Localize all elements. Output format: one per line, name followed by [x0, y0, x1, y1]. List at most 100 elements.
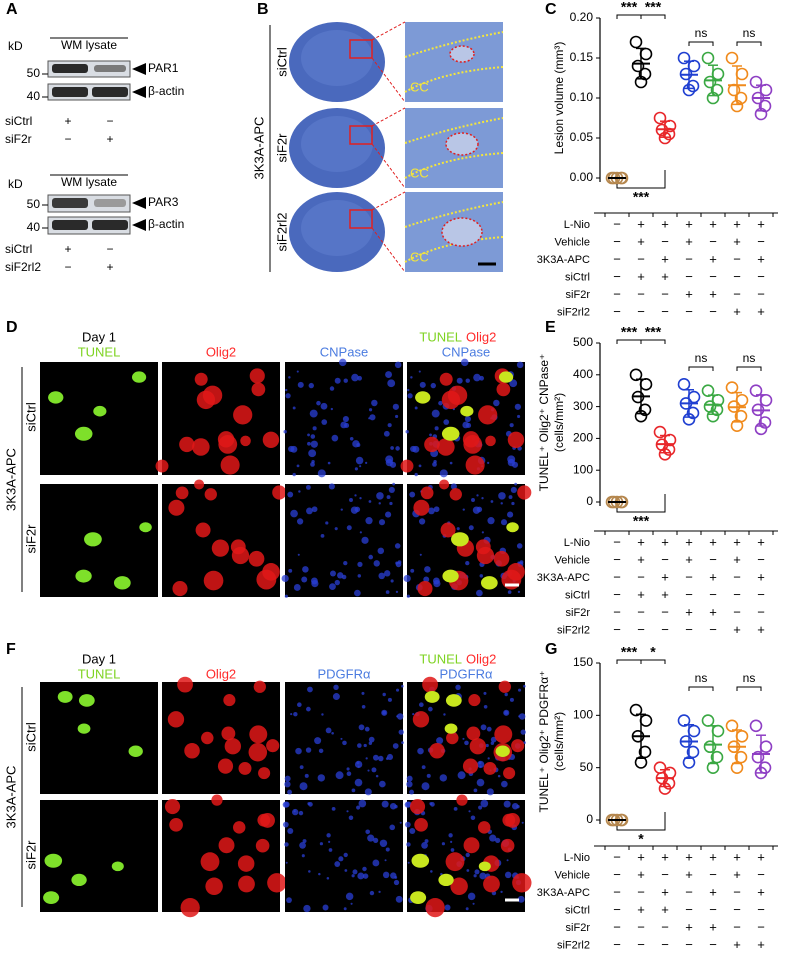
cc-outline	[404, 201, 504, 228]
signal	[429, 743, 445, 759]
signal	[364, 788, 372, 796]
signal	[385, 455, 394, 464]
signal	[456, 377, 463, 384]
signal	[434, 426, 439, 431]
signal	[312, 426, 317, 431]
panel-b: 3K3A-APC siCtrl CC siF2r CC siF2rl2 CC	[251, 21, 504, 273]
signal	[457, 771, 466, 780]
signal	[369, 890, 375, 896]
band	[92, 220, 128, 230]
signal	[285, 388, 288, 392]
band-label: PAR1	[148, 61, 179, 75]
condition-sign: +	[757, 216, 765, 231]
signal	[284, 594, 288, 598]
data-point	[653, 111, 667, 125]
signal	[352, 440, 360, 448]
panel-label: D	[6, 319, 18, 336]
signal	[356, 805, 361, 810]
condition-sign: −	[733, 587, 741, 602]
signal	[164, 798, 181, 815]
signal	[450, 848, 455, 852]
signal	[308, 870, 311, 873]
signal	[287, 789, 293, 795]
signal	[258, 767, 271, 780]
signal	[442, 569, 459, 583]
signal	[299, 765, 304, 770]
signal	[192, 438, 210, 456]
condition-sign: −	[613, 216, 621, 231]
signal	[357, 561, 363, 568]
signal	[334, 579, 340, 586]
signal	[180, 897, 200, 918]
condition-sign: −	[709, 587, 717, 602]
data-point	[725, 381, 739, 394]
signal	[394, 543, 401, 549]
zoom-line	[371, 57, 406, 103]
data-point	[734, 750, 748, 764]
signal	[495, 745, 510, 757]
signal	[290, 445, 298, 453]
condition-sign: −	[733, 919, 741, 934]
treatment-label: 3K3A-APC	[251, 117, 266, 180]
arrow	[132, 197, 146, 209]
sig-label: ns	[743, 671, 756, 685]
sig-bracket	[616, 170, 666, 189]
signal	[349, 436, 354, 441]
signal	[267, 873, 287, 893]
signal	[308, 802, 313, 807]
signal	[221, 726, 236, 741]
brain-inner	[301, 116, 373, 172]
row-label: siF2r	[274, 133, 289, 163]
band	[92, 87, 128, 97]
condition-sign: +	[709, 569, 717, 584]
row-label: siCtrl	[5, 114, 32, 128]
condition-label: siCtrl	[565, 904, 590, 916]
sig-bracket	[616, 812, 666, 831]
signal	[332, 693, 340, 701]
signal	[508, 495, 513, 500]
signal	[338, 358, 347, 367]
signal	[418, 370, 421, 373]
signal	[503, 800, 511, 808]
signal	[509, 697, 514, 702]
sample: WM lysate	[61, 175, 117, 189]
signal	[510, 486, 517, 494]
signal	[428, 706, 433, 712]
condition-sign: −	[613, 849, 621, 864]
condition-sign: −	[637, 884, 645, 899]
signal	[386, 495, 391, 500]
condition-sign: −	[637, 937, 645, 952]
signal	[460, 405, 474, 417]
roi-box	[349, 209, 373, 229]
data-point	[638, 403, 652, 417]
signal	[473, 874, 477, 878]
condition-sign: +	[709, 216, 717, 231]
signal	[329, 386, 335, 391]
zoom-line	[371, 191, 406, 211]
condition-sign: −	[709, 902, 717, 917]
signal	[390, 579, 394, 583]
data-point	[711, 724, 725, 738]
signal	[326, 877, 330, 880]
condition-sign: +	[661, 902, 669, 917]
signal	[351, 788, 356, 793]
condition-sign: +	[733, 234, 741, 249]
condition-sign: −	[613, 234, 621, 249]
signal	[359, 531, 362, 534]
signal	[504, 871, 512, 879]
condition-label: siF2r	[566, 289, 591, 301]
condition-sign: −	[661, 552, 669, 567]
condition-sign: −	[709, 234, 717, 249]
signal	[424, 436, 440, 453]
condition-sign: −	[613, 286, 621, 301]
signal	[283, 801, 290, 808]
signal	[329, 583, 336, 591]
row-label: siCtrl	[5, 242, 32, 256]
signal	[501, 780, 508, 788]
signal	[490, 736, 497, 743]
condition-sign: +	[757, 304, 765, 319]
signal	[301, 854, 305, 858]
signal	[383, 430, 390, 437]
sign: −	[106, 242, 113, 256]
signal	[506, 522, 519, 533]
